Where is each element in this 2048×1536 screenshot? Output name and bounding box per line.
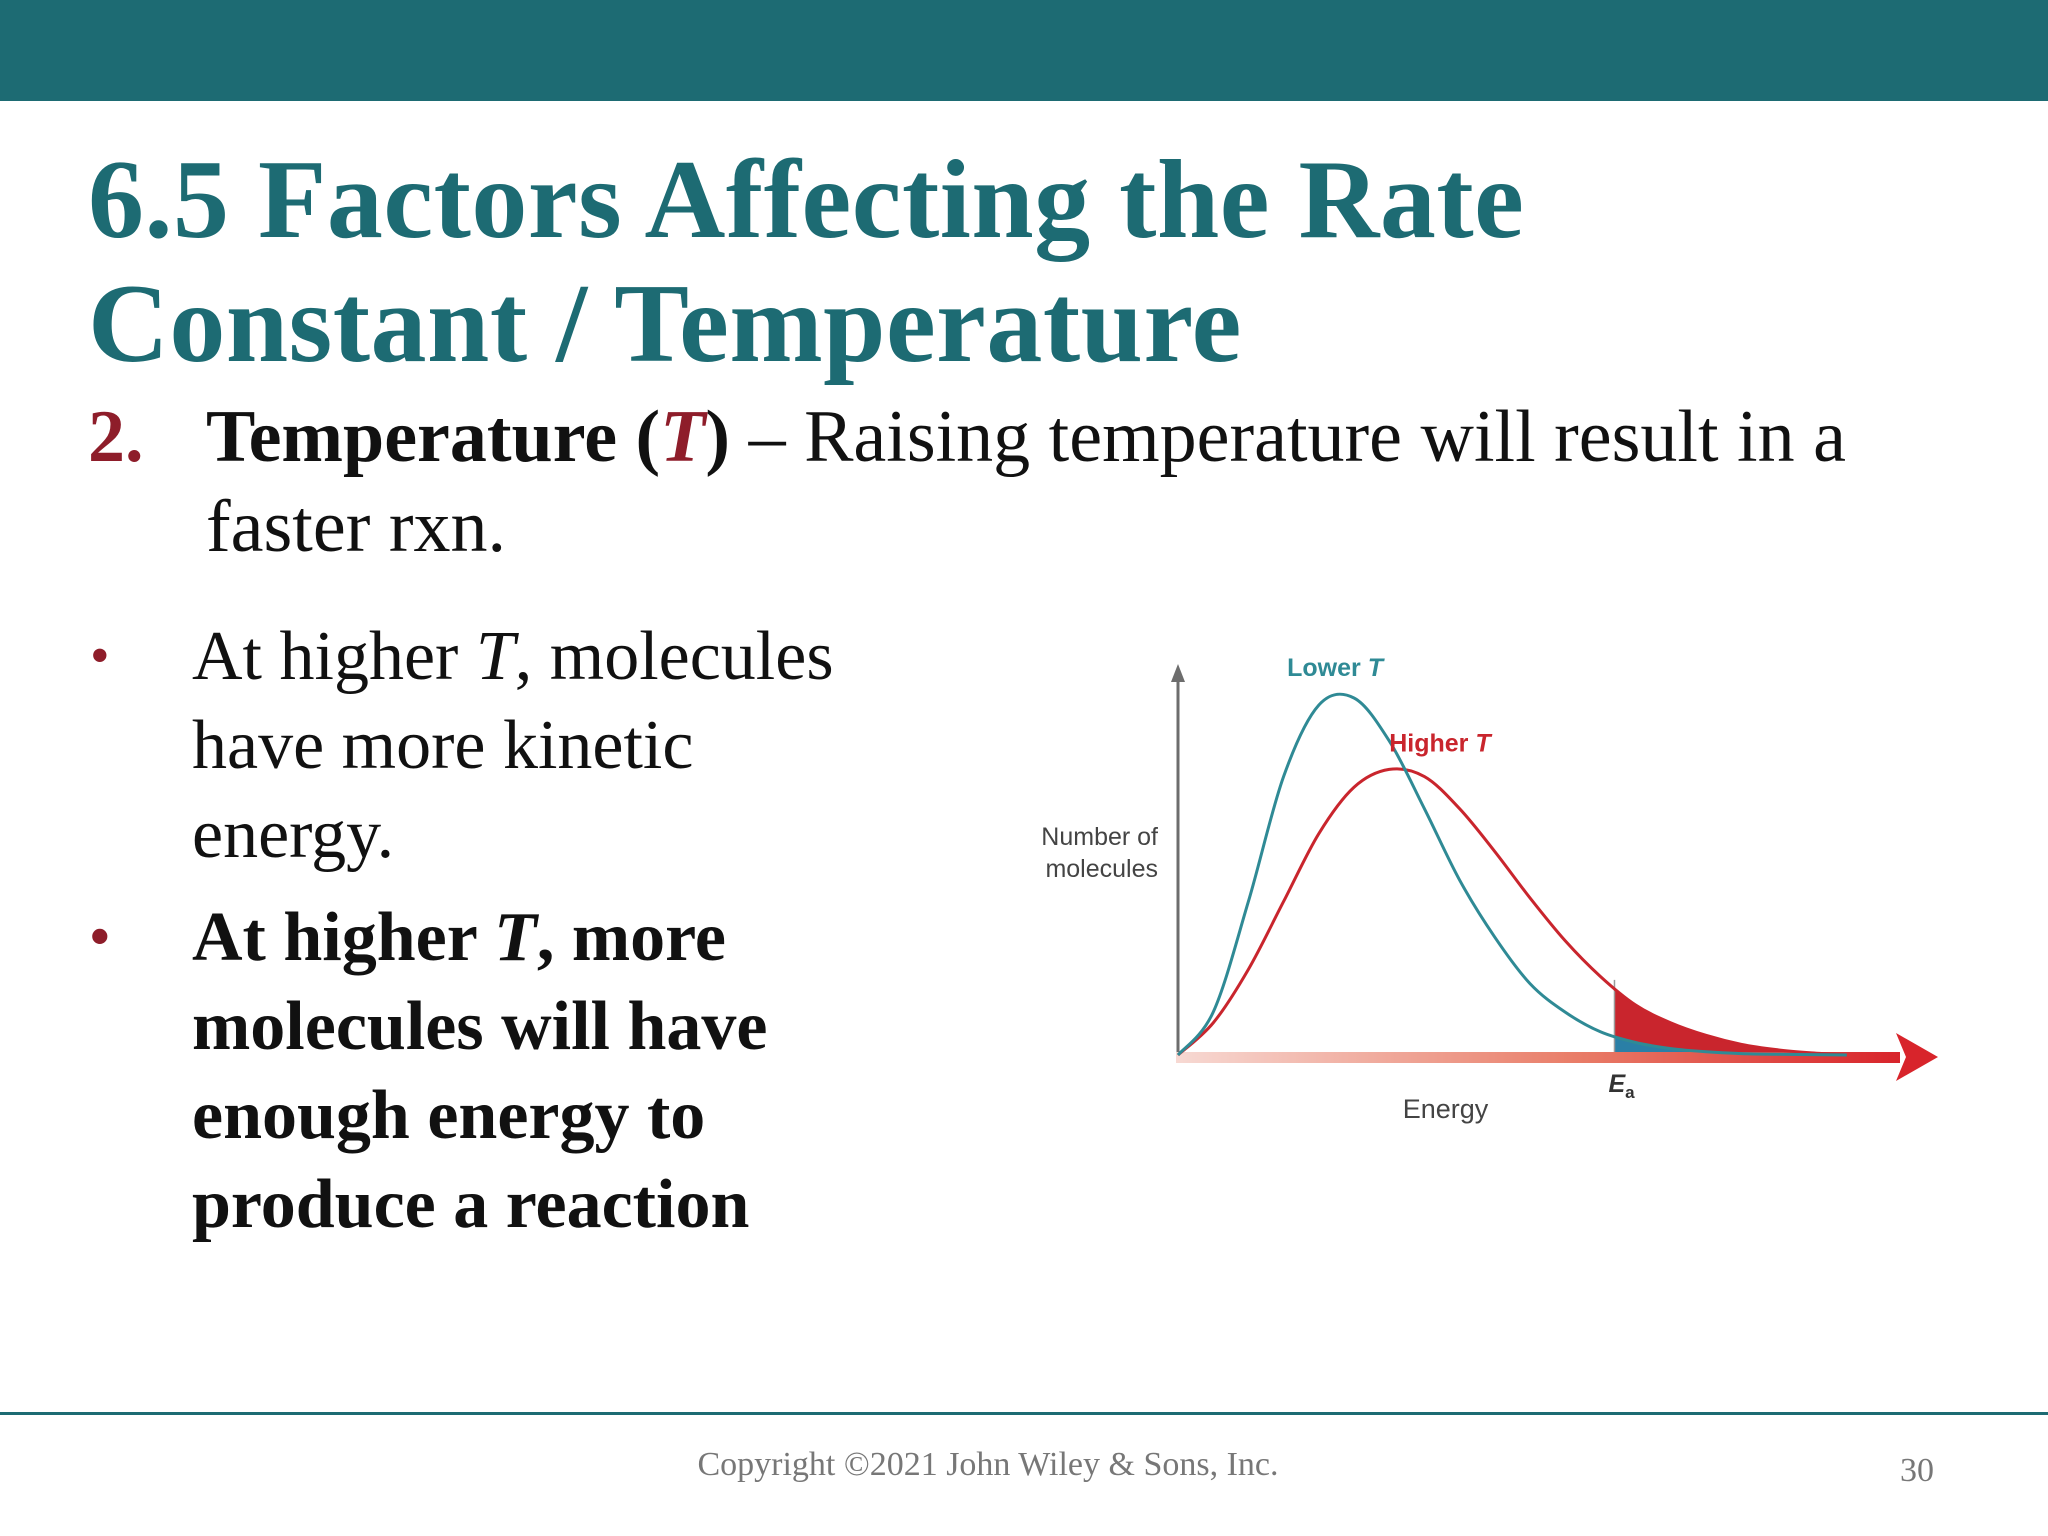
y-axis-arrow-icon: [1171, 664, 1185, 682]
higher-t-curve: [1176, 767, 1847, 1057]
bullet2-var: T: [494, 899, 537, 976]
bullet2-line-1-post: , more: [536, 899, 726, 976]
header-bar: [0, 0, 2048, 101]
x-axis-bar: [1176, 1052, 1900, 1063]
bullet1-line-1-pre: At higher: [192, 618, 476, 695]
item-text: Temperature (T) – Raising temperature wi…: [206, 392, 1988, 572]
bullet1-var: T: [475, 618, 515, 695]
copyright-text: Copyright ©2021 John Wiley & Sons, Inc.: [697, 1446, 1279, 1483]
higher-t-label-var: T: [1475, 729, 1493, 757]
item-text-line-1: – Raising temperature will result in a: [730, 396, 1846, 478]
item-number: 2.: [88, 396, 144, 478]
bullet-list: • At higher T, molecules have more kinet…: [88, 612, 988, 1263]
ea-label-base: E: [1608, 1070, 1626, 1098]
footer-divider: [0, 1412, 2048, 1415]
higher-t-label-text: Higher: [1389, 729, 1475, 757]
bullet1-line-3: energy.: [192, 796, 395, 873]
slide-title: 6.5 Factors Affecting the Rate Constant …: [88, 138, 1988, 386]
bullet1-line-1-post: , molecules: [514, 618, 834, 695]
bullet1-line-1: At higher T, molecules: [192, 612, 988, 701]
item-term: Temperature (T): [206, 396, 730, 478]
bullet2-line-1: At higher T, more: [192, 893, 988, 982]
bullet2-line-4: produce a reaction: [192, 1166, 750, 1243]
ea-label-sub: a: [1625, 1083, 1635, 1102]
bullet-item-reaction-energy: • At higher T, more molecules will have …: [88, 893, 988, 1249]
bullet1-line-2: have more kinetic: [192, 707, 694, 784]
item-text-line-2: faster rxn.: [206, 486, 506, 568]
lower-t-label-var: T: [1368, 654, 1386, 682]
title-line-1: 6.5 Factors Affecting the Rate: [88, 138, 1525, 262]
item-term-post: ): [705, 396, 731, 478]
title-line-2: Constant / Temperature: [88, 262, 1242, 386]
page-number: 30: [1900, 1452, 1934, 1489]
y-axis-label-line-2: molecules: [1045, 855, 1158, 883]
bullet-marker: •: [90, 906, 110, 968]
numbered-item: 2. Temperature (T) – Raising temperature…: [88, 392, 1988, 572]
item-term-pre: Temperature (: [206, 396, 661, 478]
x-axis-label: Energy: [1403, 1094, 1489, 1124]
lower-t-curve: [1176, 692, 1847, 1057]
higher-t-label: Higher T: [1389, 729, 1493, 757]
bullet2-line-1-pre: At higher: [192, 899, 495, 976]
higher-t-tail-area: [1614, 987, 1847, 1055]
lower-t-label: Lower T: [1287, 654, 1386, 682]
x-axis-arrow-icon: [1896, 1033, 1938, 1081]
bullet2-line-2: molecules will have: [192, 988, 768, 1065]
lower-t-label-text: Lower: [1287, 654, 1368, 682]
y-axis-label-line-1: Number of: [1041, 823, 1158, 851]
bullet-item-kinetic-energy: • At higher T, molecules have more kinet…: [88, 612, 988, 879]
ea-label: Ea: [1608, 1070, 1635, 1102]
item-term-var: T: [660, 396, 706, 478]
bullet-marker: •: [90, 625, 110, 687]
bullet2-line-3: enough energy to: [192, 1077, 706, 1154]
